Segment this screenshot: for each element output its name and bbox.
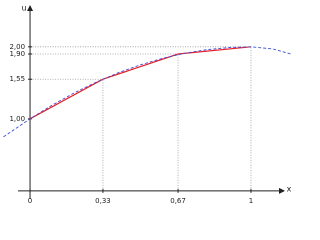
y-tick-label: 1,00 [9, 115, 25, 123]
x-tick-label: 1 [249, 197, 253, 205]
y-tick-label: 1,90 [9, 50, 25, 58]
y-axis-label: u [22, 4, 27, 13]
x-tick-label: 0 [28, 197, 32, 205]
chart: x u 0 0,33 0,67 1 1,00 1,55 1,902,00 [3, 4, 292, 205]
x-axis-label: x [287, 184, 292, 193]
guides [30, 46, 252, 191]
y-tick-label: 1,55 [9, 75, 25, 83]
line-series [29, 46, 252, 120]
line-series [3, 46, 291, 138]
y-tick-label: 2,00 [9, 43, 25, 51]
x-tick-label: 0,33 [95, 197, 111, 205]
x-tick-label: 0,67 [170, 197, 186, 205]
